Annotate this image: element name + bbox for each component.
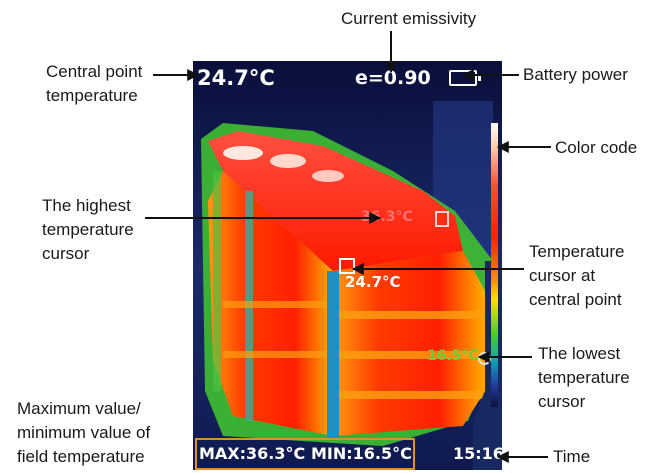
- callout-color-code: Color code: [555, 136, 637, 160]
- callout-line: temperature: [42, 220, 134, 239]
- callout-line: Temperature: [529, 242, 625, 261]
- callout-line: cursor: [538, 392, 586, 411]
- callout-line: field temperature: [17, 447, 145, 466]
- callout-line: Maximum value/: [17, 399, 141, 418]
- callout-text: Battery power: [523, 65, 628, 84]
- callout-text: Color code: [555, 138, 638, 157]
- callout-current-emissivity: Current emissivity: [341, 7, 476, 31]
- object-top-surface: [208, 131, 463, 271]
- time-readout: 15:16: [453, 444, 502, 463]
- callout-battery-power: Battery power: [523, 63, 628, 87]
- emissivity-readout: e=0.90: [355, 67, 431, 89]
- max-temperature-readout: MAX:36.3°C: [199, 444, 306, 463]
- callout-highest-temperature-cursor: The highest temperature cursor: [42, 194, 134, 266]
- callout-line: minimum value of: [17, 423, 151, 442]
- horizontal-stripe: [223, 351, 327, 358]
- horizontal-stripe: [339, 351, 485, 359]
- callout-line: temperature: [46, 86, 138, 105]
- horizontal-stripe: [339, 311, 485, 319]
- hotspot: [223, 146, 263, 160]
- callout-text: Time: [553, 447, 591, 466]
- horizontal-stripe: [339, 391, 485, 399]
- callout-line: The highest: [42, 196, 131, 215]
- callout-central-point-temperature: Central point temperature: [46, 60, 142, 108]
- hotspot: [312, 170, 344, 182]
- color-scale-bar: [491, 123, 498, 407]
- thermal-image-screen: 24.7°C e=0.90 36.3°C 24.7°C 16.5°C MAX:3…: [193, 61, 502, 470]
- callout-line: cursor at: [529, 266, 596, 285]
- callout-line: cursor: [42, 244, 90, 263]
- object-front-face: [333, 251, 485, 436]
- max-min-frame: [195, 438, 415, 470]
- thermal-image: [193, 61, 502, 470]
- callout-line: temperature: [538, 368, 630, 387]
- column-seam: [327, 271, 339, 439]
- callout-temperature-cursor-central-point: Temperature cursor at central point: [529, 240, 624, 312]
- callout-line: central point: [529, 290, 622, 309]
- horizontal-stripe: [223, 301, 327, 308]
- hotspot: [270, 154, 306, 168]
- lowest-temperature-label: 16.5°C: [427, 348, 479, 364]
- center-temperature-readout: 24.7°C: [197, 66, 275, 90]
- callout-max-min-field-temperature: Maximum value/ minimum value of field te…: [17, 397, 150, 469]
- callout-text: Current emissivity: [341, 9, 477, 28]
- callout-time: Time: [553, 445, 590, 469]
- callout-lowest-temperature-cursor: The lowest temperature cursor: [538, 342, 630, 414]
- min-temperature-readout: MIN:16.5°C: [311, 444, 412, 463]
- callout-line: Central point: [46, 62, 143, 81]
- callout-line: The lowest: [538, 344, 621, 363]
- column-seam: [213, 171, 221, 391]
- center-cursor-temperature: 24.7°C: [345, 273, 401, 291]
- highest-temperature-cursor-icon: [435, 211, 449, 227]
